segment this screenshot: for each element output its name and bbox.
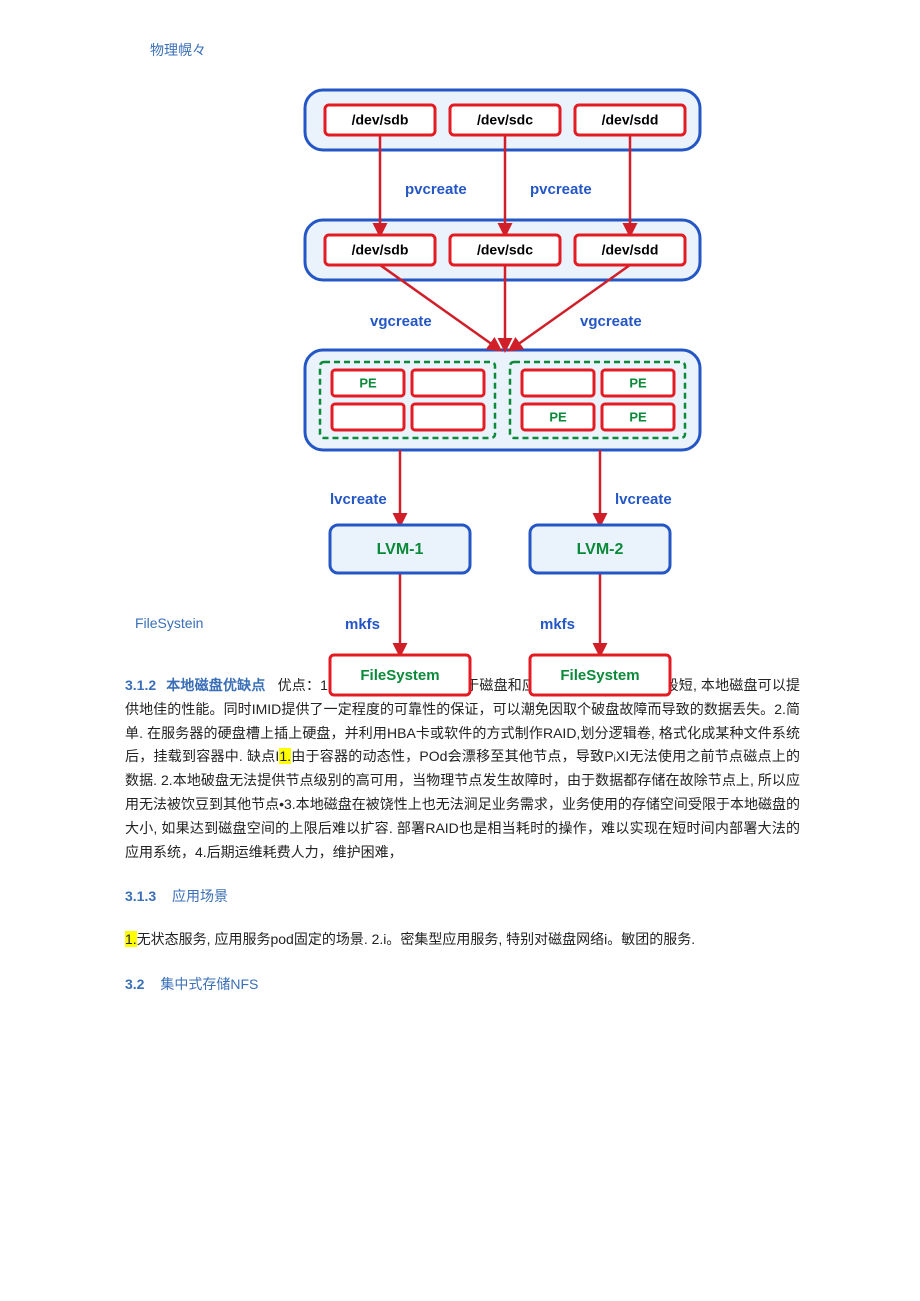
svg-text:PE: PE [549,409,567,424]
svg-text:pvcreate: pvcreate [530,181,592,198]
svg-text:/dev/sdd: /dev/sdd [602,112,659,128]
section-3-1-3-body: 1.无状态服务, 应用服务pod固定的场景. 2.i。密集型应用服务, 特别对磁… [0,912,920,956]
heading-3-2-num: 3.2 [125,976,144,992]
svg-text:FileSystem: FileSystem [360,667,439,684]
svg-text:/dev/sdb: /dev/sdb [352,242,409,258]
heading-3-1-3-num: 3.1.3 [125,888,156,904]
svg-text:PE: PE [629,375,647,390]
svg-text:pvcreate: pvcreate [405,181,467,198]
svg-text:/dev/sdd: /dev/sdd [602,242,659,258]
svg-text:vgcreate: vgcreate [580,313,642,330]
heading-3-1-3: 3.1.3 应用场景 [0,868,920,912]
svg-text:PE: PE [629,409,647,424]
svg-text:LVM-1: LVM-1 [377,541,424,558]
lvm-svg: /dev/sdb/dev/sdc/dev/sdd/dev/sdb/dev/sdc… [0,0,860,710]
svg-text:/dev/sdc: /dev/sdc [477,242,533,258]
svg-text:PE: PE [359,375,377,390]
svg-text:vgcreate: vgcreate [370,313,432,330]
svg-text:mkfs: mkfs [540,616,575,633]
svg-text:/dev/sdb: /dev/sdb [352,112,409,128]
heading-3-2: 3.2 集中式存储NFS [0,956,920,1000]
p312-highlight: 1. [279,748,291,764]
heading-3-1-3-title: 应用场景 [172,888,228,904]
svg-text:lvcreate: lvcreate [615,491,672,508]
lvm-diagram: 物理幌々 FileSystein /dev/sdb/dev/sdc/dev/sd… [0,0,920,670]
p312b: 由于容器的动态性，POd会漂移至其他节点，导致PᵢXI无法使用之前节点磁点上的数… [125,748,800,859]
heading-3-2-title: 集中式存储NFS [160,976,258,992]
p313-highlight: 1. [125,931,137,947]
svg-text:/dev/sdc: /dev/sdc [477,112,533,128]
svg-text:mkfs: mkfs [345,616,380,633]
p313: 无状态服务, 应用服务pod固定的场景. 2.i。密集型应用服务, 特别对磁盘网… [137,931,695,947]
svg-text:LVM-2: LVM-2 [577,541,624,558]
svg-text:lvcreate: lvcreate [330,491,387,508]
svg-text:FileSystem: FileSystem [560,667,639,684]
